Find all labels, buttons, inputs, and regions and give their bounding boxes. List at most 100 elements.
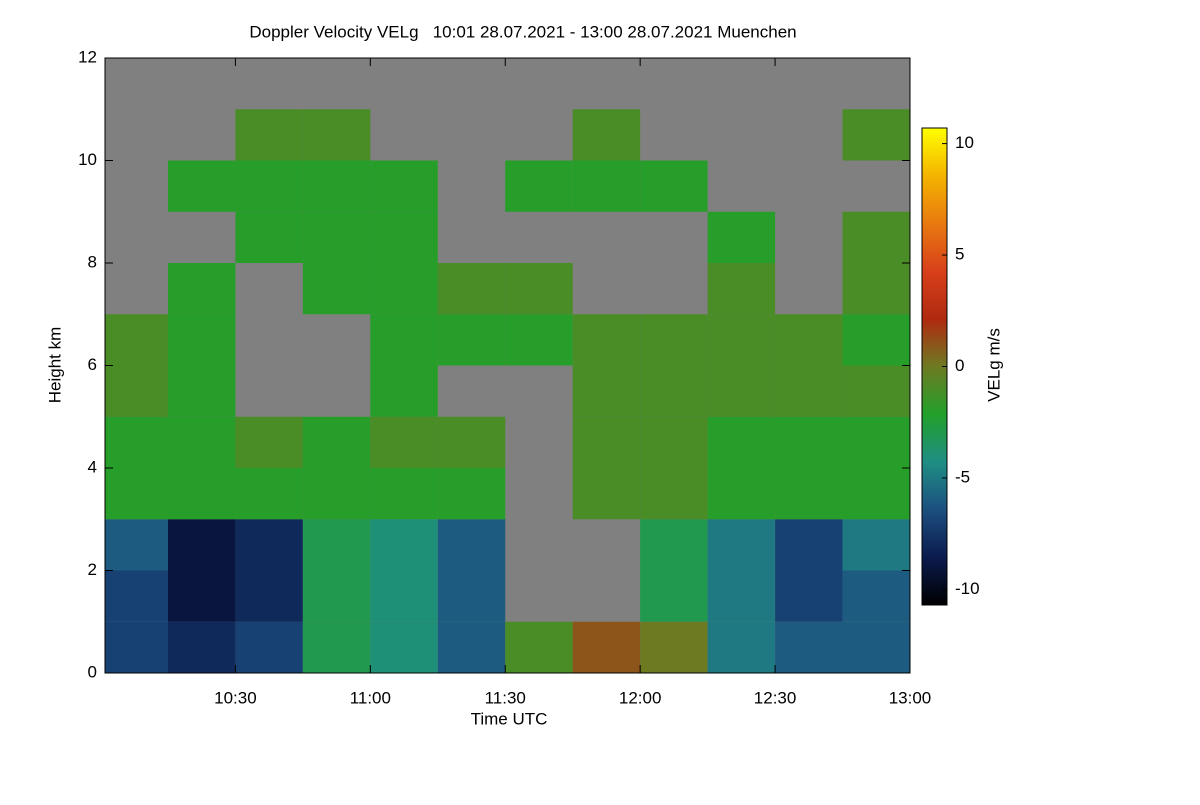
heatmap-cell	[437, 621, 506, 673]
y-tick-label: 0	[88, 662, 97, 681]
heatmap-cell	[842, 519, 910, 571]
heatmap-cell	[640, 519, 708, 571]
heatmap-cell	[842, 468, 910, 520]
heatmap-cell	[775, 519, 843, 571]
x-tick-label: 11:00	[350, 688, 391, 707]
heatmap-cell	[370, 570, 438, 622]
heatmap-cell	[370, 416, 438, 468]
heatmap-cell	[640, 314, 708, 366]
heatmap-cell	[302, 416, 371, 468]
heatmap-cell	[640, 570, 708, 622]
heatmap-cell	[505, 621, 573, 673]
heatmap-cell	[707, 211, 776, 263]
heatmap-cell	[105, 365, 168, 417]
heatmap-cell	[370, 263, 438, 315]
y-tick-label: 6	[88, 355, 97, 374]
heatmap-cell	[370, 519, 438, 571]
heatmap-cell	[707, 416, 776, 468]
heatmap-cell	[640, 621, 708, 673]
heatmap-cell	[572, 468, 641, 520]
colorbar-tick-label: 0	[955, 356, 964, 375]
heatmap-cell	[775, 365, 843, 417]
heatmap-cell	[167, 314, 236, 366]
heatmap-cell	[105, 416, 168, 468]
heatmap-cell	[437, 314, 506, 366]
heatmap-cell	[437, 416, 506, 468]
y-tick-label: 4	[88, 457, 97, 476]
heatmap-cell	[572, 109, 641, 161]
heatmap-cell	[235, 519, 303, 571]
heatmap-cell	[505, 314, 573, 366]
heatmap-cell	[167, 519, 236, 571]
heatmap-cell	[572, 314, 641, 366]
heatmap-cell	[302, 519, 371, 571]
heatmap-cell	[235, 621, 303, 673]
x-axis-label: Time UTC	[471, 709, 548, 728]
heatmap-cell	[437, 468, 506, 520]
heatmap-cell	[707, 263, 776, 315]
heatmap-cell	[640, 416, 708, 468]
heatmap-cell	[235, 416, 303, 468]
y-tick-label: 2	[88, 560, 97, 579]
x-tick-label: 12:30	[754, 688, 797, 707]
heatmap-cell	[842, 263, 910, 315]
heatmap-cell	[437, 263, 506, 315]
x-tick-label: 10:30	[214, 688, 257, 707]
y-tick-label: 10	[78, 150, 97, 169]
colorbar-tick-label: -5	[955, 467, 970, 486]
heatmap-cell	[505, 263, 573, 315]
heatmap-cell	[167, 365, 236, 417]
heatmap-cell	[167, 570, 236, 622]
heatmap-cell	[105, 468, 168, 520]
heatmap-cell	[302, 468, 371, 520]
heatmap-cell	[302, 570, 371, 622]
heatmap-cell	[707, 621, 776, 673]
heatmap-cell	[370, 468, 438, 520]
heatmap-cell	[105, 570, 168, 622]
heatmap-cell	[707, 519, 776, 571]
heatmap-cell	[235, 570, 303, 622]
heatmap-cell	[572, 365, 641, 417]
heatmap-cell	[370, 160, 438, 212]
heatmap-cell	[167, 468, 236, 520]
colorbar-label: VELg m/s	[984, 328, 1003, 402]
chart-title: Doppler Velocity VELg 10:01 28.07.2021 -…	[249, 22, 796, 41]
heatmap-cell	[437, 519, 506, 571]
heatmap-cell	[842, 365, 910, 417]
heatmap-cell	[105, 621, 168, 673]
heatmap-cell	[707, 365, 776, 417]
heatmap-cell	[370, 621, 438, 673]
x-tick-label: 11:30	[485, 688, 526, 707]
heatmap-cell	[707, 468, 776, 520]
heatmap-cell	[640, 365, 708, 417]
heatmap-cell	[105, 519, 168, 571]
heatmap-cell	[302, 263, 371, 315]
heatmap-cell	[775, 314, 843, 366]
y-tick-label: 8	[88, 252, 97, 271]
heatmap-cell	[167, 416, 236, 468]
x-tick-label: 13:00	[889, 688, 932, 707]
heatmap-cell	[572, 416, 641, 468]
heatmap-cell	[775, 570, 843, 622]
heatmap-cell	[167, 263, 236, 315]
heatmap-cell	[370, 211, 438, 263]
heatmap-cell	[775, 621, 843, 673]
colorbar-tick-label: 5	[955, 245, 964, 264]
heatmap-cell	[235, 211, 303, 263]
heatmap-cell	[842, 314, 910, 366]
heatmap-cell	[437, 570, 506, 622]
heatmap-cell	[640, 468, 708, 520]
heatmap-cell	[370, 365, 438, 417]
heatmap-cell	[302, 621, 371, 673]
y-axis-label: Height km	[45, 327, 64, 404]
heatmap-cell	[775, 468, 843, 520]
heatmap-cell	[302, 109, 371, 161]
heatmap-cell	[370, 314, 438, 366]
heatmap-cell	[167, 621, 236, 673]
y-tick-label: 12	[78, 47, 97, 66]
heatmap-cell	[235, 160, 303, 212]
heatmap-cell	[842, 416, 910, 468]
heatmap-cell	[235, 468, 303, 520]
heatmap-cell	[572, 621, 641, 673]
